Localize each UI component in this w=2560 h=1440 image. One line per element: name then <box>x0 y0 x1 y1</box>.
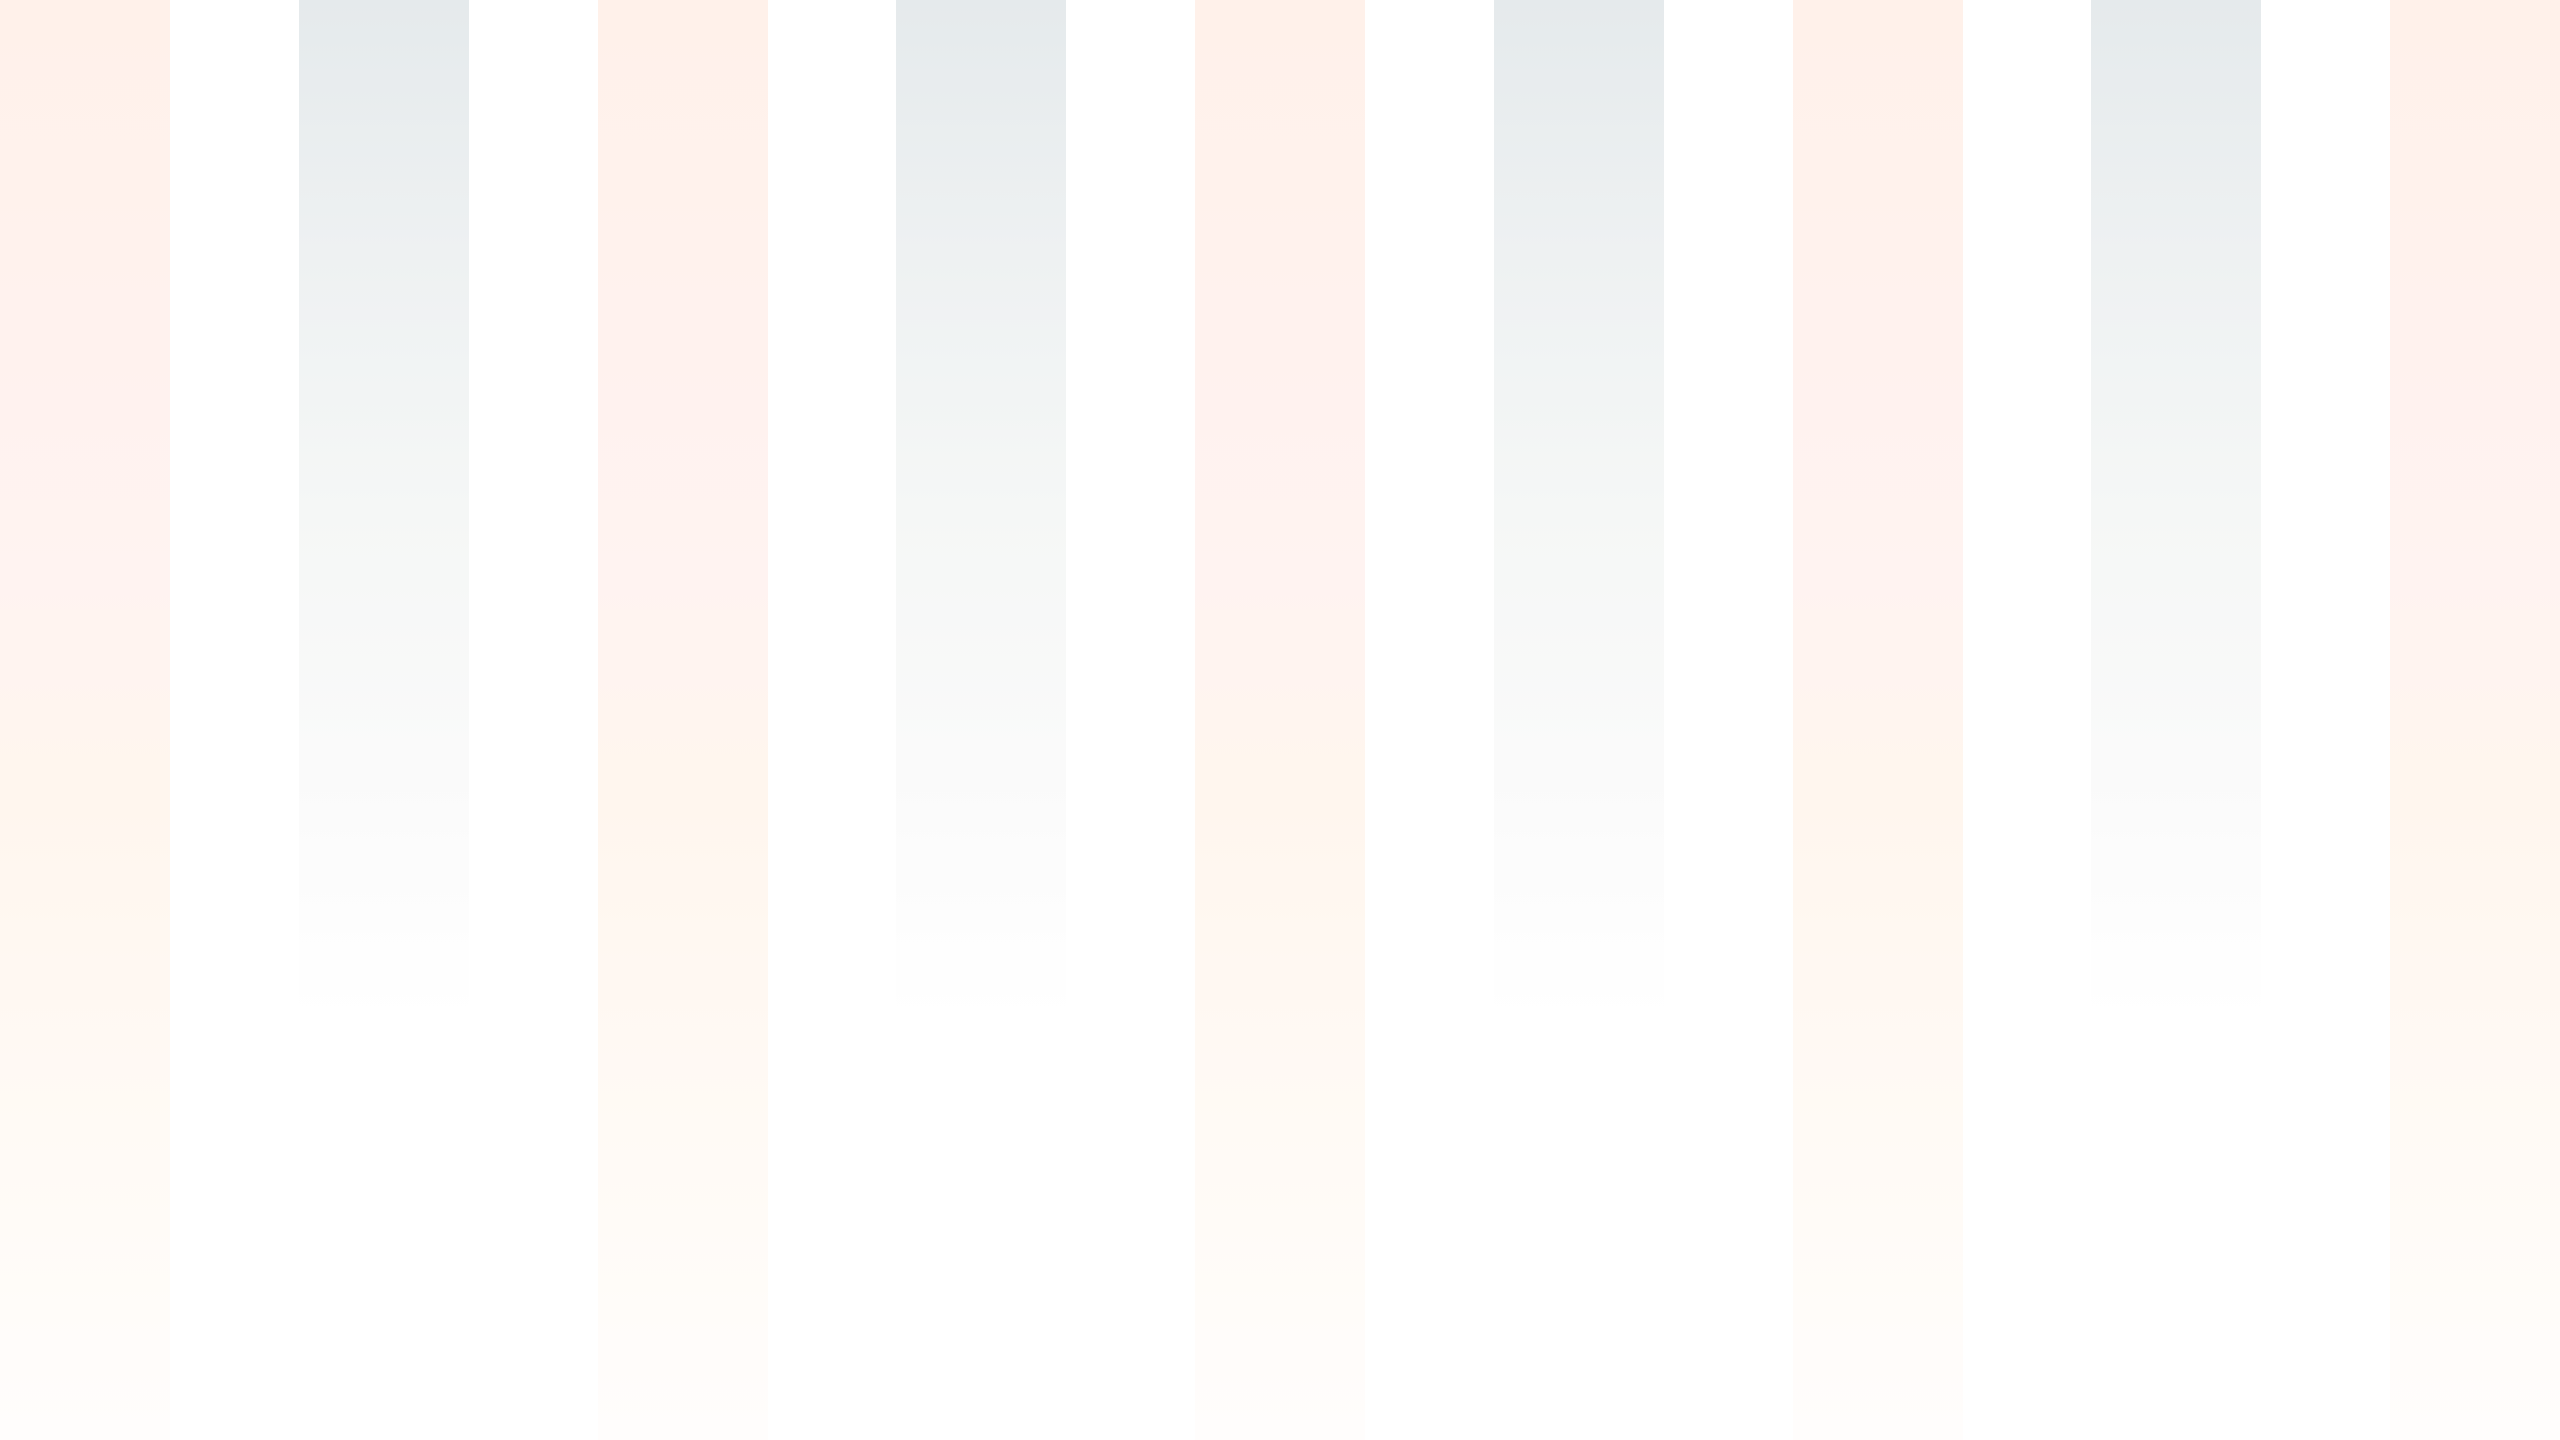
peach-stripe <box>0 0 170 1440</box>
peach-stripe <box>598 0 768 1440</box>
gray-stripe <box>896 0 1066 1020</box>
gray-stripe <box>299 0 469 1020</box>
peach-stripe <box>1793 0 1963 1440</box>
gray-stripe <box>1494 0 1664 1020</box>
peach-stripe <box>1195 0 1365 1440</box>
peach-stripe <box>2390 0 2560 1440</box>
gray-stripe <box>2091 0 2261 1020</box>
